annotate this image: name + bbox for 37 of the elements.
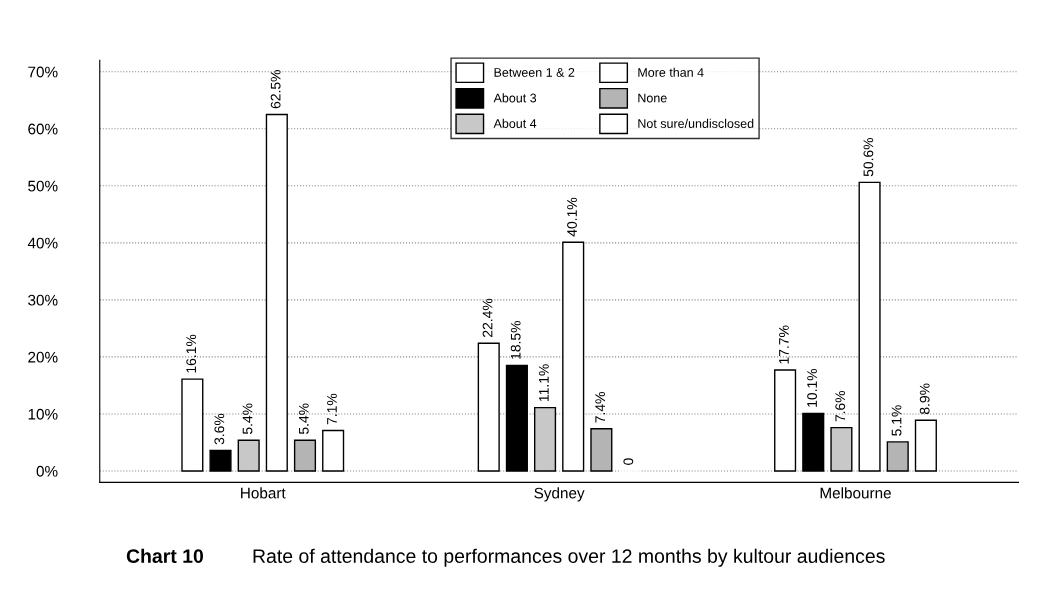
y-tick-label: 10% bbox=[28, 408, 58, 420]
data-label: 22.4% bbox=[482, 298, 493, 337]
y-tick-label: 60% bbox=[28, 123, 58, 135]
x-tick-label: Sydney bbox=[534, 487, 585, 502]
data-label: 7.4% bbox=[595, 392, 606, 423]
legend-label: About 4 bbox=[493, 118, 537, 128]
y-tick-label: 40% bbox=[27, 237, 58, 249]
data-label: 16.1% bbox=[186, 334, 197, 373]
data-label: 10.1% bbox=[807, 368, 817, 407]
legend-label: Between 1 & 2 bbox=[494, 68, 575, 77]
data-label: 50.6% bbox=[863, 137, 874, 177]
data-label: 40.1% bbox=[567, 197, 577, 237]
text: Chart 10 bbox=[126, 548, 204, 563]
legend-label: None bbox=[638, 93, 667, 103]
data-label: 3.6% bbox=[214, 413, 225, 445]
y-tick-label: 20% bbox=[28, 351, 58, 363]
legend-label: Not sure/undisclosed bbox=[638, 118, 754, 128]
x-tick-label: Melbourne bbox=[820, 487, 891, 499]
data-label: 18.5% bbox=[510, 321, 521, 359]
data-label: 8.9% bbox=[919, 383, 930, 415]
data-label: 5.1% bbox=[891, 405, 902, 436]
y-tick-label: 0% bbox=[36, 465, 58, 477]
data-label: 62.5% bbox=[270, 70, 281, 109]
data-label: 11.1% bbox=[539, 364, 549, 402]
data-label: 5.4% bbox=[242, 403, 253, 435]
data-label: 5.4% bbox=[298, 403, 309, 435]
y-tick-label: 30% bbox=[28, 294, 58, 306]
data-label: 17.7% bbox=[779, 325, 789, 364]
x-tick-label: Hobart bbox=[241, 487, 286, 499]
data-label: 7.1% bbox=[327, 393, 337, 425]
legend-label: About 3 bbox=[493, 93, 537, 103]
text: Rate of attendance to performances over 12 months by kultour audiences bbox=[253, 548, 885, 567]
y-tick-label: 70% bbox=[28, 66, 58, 78]
data-label: 0 bbox=[623, 458, 634, 465]
legend-label: More than 4 bbox=[638, 67, 704, 77]
y-tick-label: 50% bbox=[28, 180, 58, 192]
data-label: 7.6% bbox=[835, 390, 846, 422]
